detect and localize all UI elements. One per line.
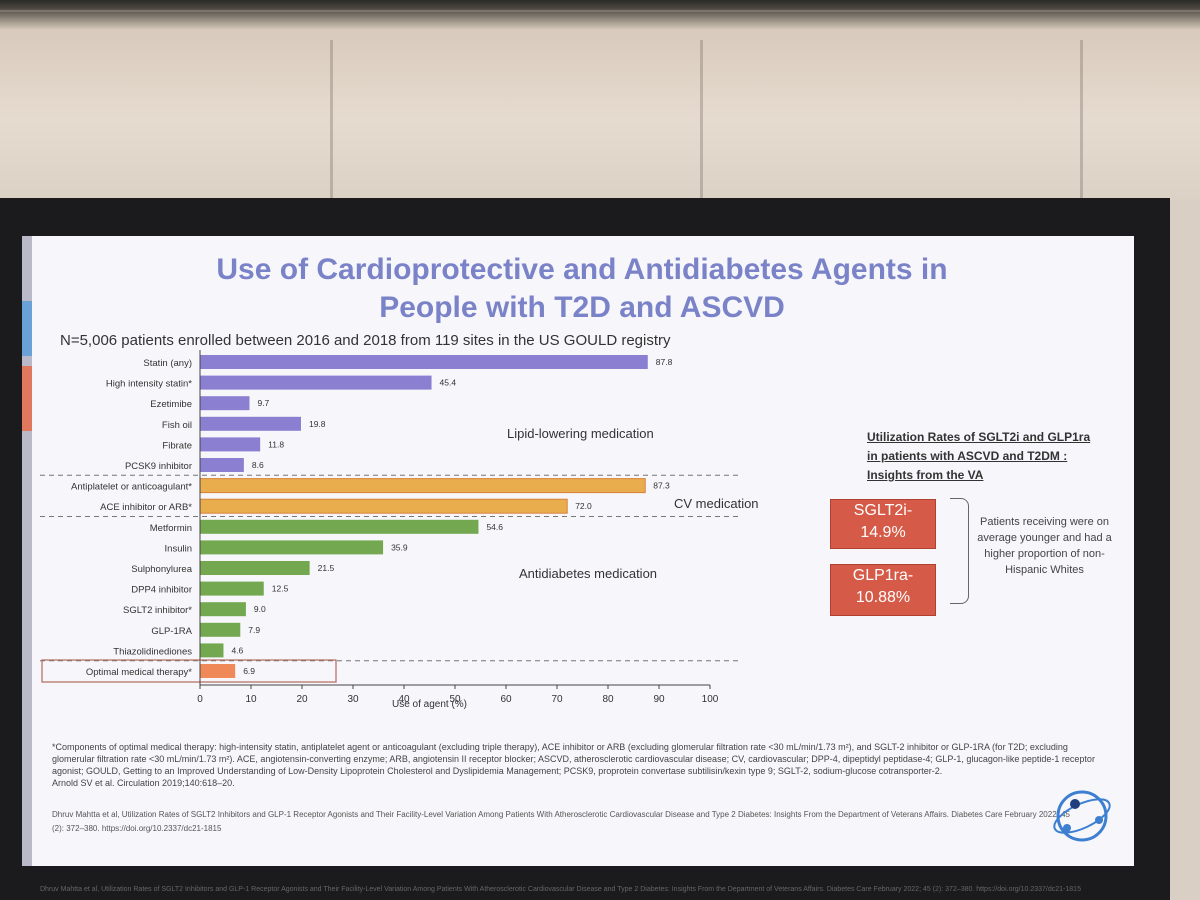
bar xyxy=(200,437,261,452)
data-label: 54.6 xyxy=(486,522,503,532)
glp1-value: 10.88% xyxy=(855,589,911,606)
data-label: 72.0 xyxy=(575,501,592,511)
x-tick-label: 30 xyxy=(347,694,359,705)
group-label-antidiabetes: Antidiabetes medication xyxy=(519,566,657,581)
wall-seam xyxy=(700,40,703,200)
data-label: 7.9 xyxy=(248,625,260,635)
x-tick-label: 10 xyxy=(245,694,257,705)
category-label: Ezetimibe xyxy=(150,399,192,410)
bar xyxy=(199,478,646,494)
side-panel-title: Utilization Rates of SGLT2i and GLP1ra i… xyxy=(867,430,1091,482)
group-label-cv: CV medication xyxy=(674,496,759,511)
accent-blue xyxy=(22,301,32,356)
data-label: 8.6 xyxy=(252,460,264,470)
bar xyxy=(200,519,479,534)
bar xyxy=(200,561,310,575)
data-label: 87.8 xyxy=(656,357,673,367)
data-label: 4.6 xyxy=(231,645,243,655)
bar-chart: Statin (any) 87.8 High intensity statin* 45… xyxy=(40,350,759,710)
footnote-citation: Arnold SV et al. Circulation 2019;140:61… xyxy=(52,778,235,788)
presentation-slide: Use of Cardioprotective and Antidiabetes… xyxy=(22,236,1134,866)
data-label: 12.5 xyxy=(272,584,289,594)
sglt2-stat-box: SGLT2i- 14.9% xyxy=(830,499,936,549)
x-tick-label: 0 xyxy=(197,694,203,705)
title-line-1: Use of Cardioprotective and Antidiabetes… xyxy=(216,253,948,286)
category-label: GLP-1RA xyxy=(151,626,192,637)
category-label: Thiazolidinediones xyxy=(113,646,192,657)
bar xyxy=(200,396,250,411)
category-label: PCSK9 inhibitor xyxy=(125,461,192,472)
data-label: 11.8 xyxy=(268,439,284,449)
ceiling-edge xyxy=(0,10,1200,12)
grouping-brace xyxy=(950,498,969,604)
glp1-stat-box: GLP1ra- 10.88% xyxy=(830,564,936,616)
data-label: 35.9 xyxy=(391,542,408,552)
group-label-lipid: Lipid-lowering medication xyxy=(507,426,654,441)
bar xyxy=(200,602,246,617)
category-label: Statin (any) xyxy=(143,358,192,369)
bar xyxy=(200,375,432,390)
bar xyxy=(200,416,301,431)
wall-seam xyxy=(330,40,333,200)
data-label: 45.4 xyxy=(440,378,457,388)
title-line-2: People with T2D and ASCVD xyxy=(379,291,785,324)
glp1-label: GLP1ra- xyxy=(852,567,914,584)
x-tick-label: 70 xyxy=(551,694,563,705)
bar xyxy=(200,458,244,472)
data-label: 19.8 xyxy=(309,419,326,429)
category-label: Fibrate xyxy=(162,440,192,451)
wall-seam xyxy=(1080,40,1083,200)
slide-subtitle: N=5,006 patients enrolled between 2016 a… xyxy=(60,332,671,349)
category-label: Insulin xyxy=(165,543,192,554)
bar xyxy=(200,581,264,596)
x-tick-label: 90 xyxy=(653,694,665,705)
below-slide-reflection: Dhruv Mahtta et al, Utilization Rates of… xyxy=(40,886,1081,893)
slide-title: Use of Cardioprotective and Antidiabetes… xyxy=(82,251,1082,327)
data-label: 21.5 xyxy=(318,563,335,573)
sglt2-label: SGLT2i- xyxy=(853,502,913,519)
category-label: Antiplatelet or anticoagulant* xyxy=(71,482,192,493)
category-label: High intensity statin* xyxy=(106,379,192,390)
data-label: 6.9 xyxy=(243,666,255,676)
data-label: 9.7 xyxy=(257,398,269,408)
bar xyxy=(200,355,648,369)
sglt2-value: 14.9% xyxy=(860,524,906,541)
x-tick-label: 60 xyxy=(500,694,512,705)
category-label: ACE inhibitor or ARB* xyxy=(100,502,192,513)
bar xyxy=(200,643,224,658)
x-tick-label: 40 xyxy=(398,694,410,705)
x-axis-label: Use of agent (%) xyxy=(392,699,467,710)
category-label: Sulphonylurea xyxy=(131,564,192,575)
x-tick-label: 20 xyxy=(296,694,308,705)
bar xyxy=(199,498,568,514)
bar xyxy=(200,540,384,555)
organization-logo-icon xyxy=(1053,790,1111,842)
footnote: *Components of optimal medical therapy: … xyxy=(52,741,1112,789)
category-label: Metformin xyxy=(150,523,192,534)
x-tick-label: 80 xyxy=(602,694,614,705)
data-label: 87.3 xyxy=(653,481,670,491)
x-tick-label: 50 xyxy=(449,694,461,705)
slide-accent-bar xyxy=(22,236,32,866)
x-tick-label: 100 xyxy=(702,694,719,705)
category-label: Optimal medical therapy* xyxy=(86,667,192,678)
footnote-text: *Components of optimal medical therapy: … xyxy=(52,742,1095,776)
side-note: Patients receiving were on average young… xyxy=(977,516,1112,576)
category-label: Fish oil xyxy=(162,420,192,431)
optimal-therapy-box xyxy=(41,659,337,683)
bar xyxy=(200,664,236,678)
reference-citation: Dhruv Mahtta et al, Utilization Rates of… xyxy=(52,810,1070,833)
category-label: SGLT2 inhibitor* xyxy=(123,605,192,616)
bar xyxy=(200,622,241,637)
accent-red xyxy=(22,366,32,431)
data-label: 9.0 xyxy=(254,604,266,614)
room-wall xyxy=(0,0,1200,200)
category-label: DPP4 inhibitor xyxy=(131,585,192,596)
